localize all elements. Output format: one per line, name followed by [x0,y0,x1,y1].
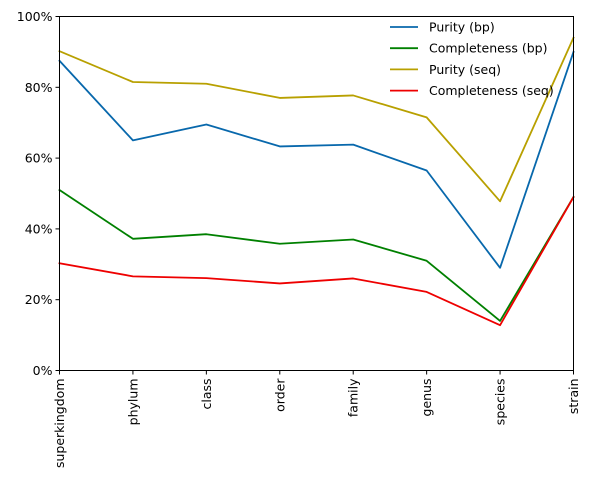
legend: Purity (bp) Completeness (bp) Purity (seq)… [390,20,554,98]
legend-label: Completeness (seq) [429,83,554,98]
y-tick-label: 60% [25,151,53,166]
series-line-3 [58,36,575,203]
series-line-1 [58,50,575,269]
y-tick-label: 40% [25,221,53,236]
x-tick-label: genus [419,379,434,417]
x-tick-label: superkingdom [52,379,67,469]
series-line-2 [58,188,575,322]
x-tick-label: order [272,378,287,412]
x-tick-label: species [493,379,508,426]
x-tick-label: class [199,379,214,410]
plot-frame [59,16,574,371]
x-axis: superkingdom phylum class order family genus s… [52,370,581,469]
series-layer [58,36,575,327]
y-tick-label: 80% [25,80,53,95]
legend-label: Completeness (bp) [429,41,547,56]
y-tick-label: 100% [17,9,53,24]
legend-label: Purity (seq) [429,62,501,77]
x-tick-label: family [346,378,361,417]
y-axis: 0% 20% 40% 60% 80% 100% [17,9,60,378]
x-tick-label: phylum [125,379,140,426]
legend-label: Purity (bp) [429,20,495,35]
y-tick-label: 20% [25,292,53,307]
x-tick-label: strain [566,379,581,415]
series-line-4 [58,195,575,327]
y-tick-label: 0% [33,363,53,378]
